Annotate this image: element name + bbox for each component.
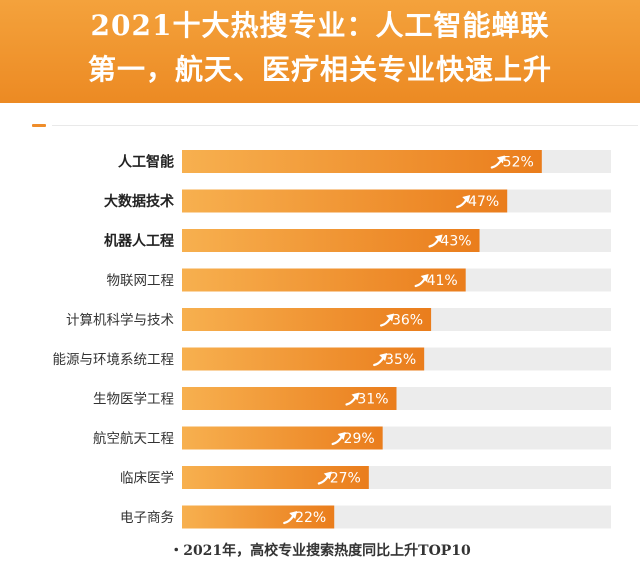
bar [182, 189, 508, 213]
section-accent-bar [32, 124, 46, 127]
section-divider [52, 125, 638, 126]
trend-up-arrow-icon [283, 511, 298, 525]
category-label: 电子商务 [120, 510, 174, 526]
trend-up-arrow-icon [379, 313, 395, 327]
category-label: 生物医学工程 [93, 392, 174, 408]
bar-value-label: 35% [385, 352, 416, 368]
bar [182, 308, 432, 331]
bar-value-label: 22% [295, 510, 326, 526]
category-label: 能源与环境系统工程 [53, 352, 175, 368]
bar-value-label: 47% [468, 194, 499, 210]
bar [182, 387, 397, 410]
bar [182, 150, 542, 173]
category-label: 人工智能 [118, 154, 174, 171]
bar-value-label: 36% [392, 313, 423, 329]
bar-value-label: 29% [344, 431, 375, 447]
bar-value-label: 27% [330, 471, 361, 487]
trend-up-arrow-icon [331, 432, 346, 446]
bar-value-label: 31% [357, 392, 388, 408]
title-line-2: 第一，航天、医疗相关专业快速上升 [87, 53, 552, 86]
trend-up-arrow-icon [490, 155, 505, 169]
bar [182, 229, 480, 252]
trend-up-arrow-icon [345, 392, 360, 406]
trend-up-arrow-icon [414, 274, 429, 288]
title-line-1: 2021十大热搜专业：人工智能蝉联 [90, 9, 550, 42]
bar [182, 347, 425, 371]
category-label: 临床医学 [120, 471, 174, 487]
category-label: 机器人工程 [104, 233, 174, 250]
bar-value-label: 41% [427, 273, 458, 289]
category-label: 航空航天工程 [93, 431, 174, 447]
category-label: 计算机科学与技术 [66, 313, 174, 329]
bar [182, 268, 466, 292]
bar-value-label: 43% [440, 234, 471, 250]
trend-up-arrow-icon [456, 195, 471, 209]
trend-up-arrow-icon [428, 234, 443, 248]
chart-footnote: ・2021年，高校专业搜索热度同比上升TOP10 [169, 543, 471, 559]
bar-value-label: 52% [503, 155, 534, 171]
header-banner: 2021十大热搜专业：人工智能蝉联 第一，航天、医疗相关专业快速上升 [0, 0, 640, 103]
category-label: 物联网工程 [107, 273, 175, 289]
bar [182, 505, 335, 529]
trend-up-arrow-icon [317, 471, 332, 485]
trend-up-arrow-icon [373, 353, 388, 367]
category-label: 大数据技术 [104, 193, 174, 210]
